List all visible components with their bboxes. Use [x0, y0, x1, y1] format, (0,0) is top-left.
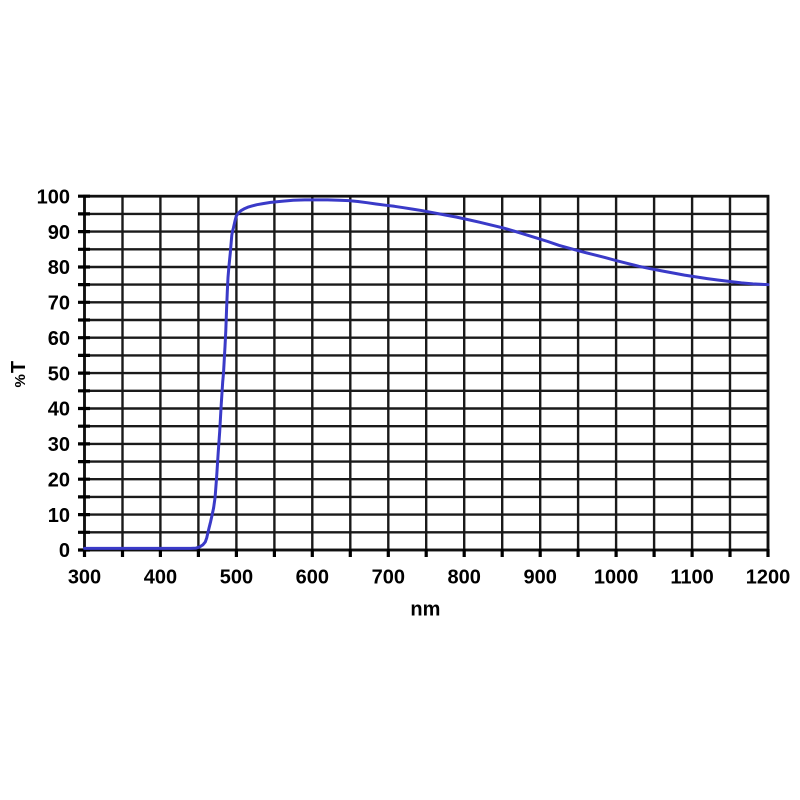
svg-text:500: 500	[220, 567, 253, 589]
svg-text:400: 400	[144, 567, 177, 589]
svg-text:20: 20	[48, 469, 70, 491]
svg-text:40: 40	[48, 399, 70, 421]
svg-text:%T: %T	[8, 361, 30, 388]
svg-text:70: 70	[48, 293, 70, 315]
svg-text:600: 600	[296, 567, 329, 589]
svg-text:1100: 1100	[670, 567, 713, 589]
svg-text:1000: 1000	[594, 567, 639, 589]
svg-text:10: 10	[48, 505, 70, 527]
svg-text:50: 50	[48, 363, 70, 385]
svg-text:700: 700	[372, 567, 405, 589]
svg-text:90: 90	[48, 222, 70, 244]
svg-text:60: 60	[48, 328, 70, 350]
svg-text:0: 0	[59, 540, 70, 562]
svg-text:80: 80	[48, 257, 70, 279]
svg-text:800: 800	[448, 567, 481, 589]
svg-text:900: 900	[524, 567, 557, 589]
svg-text:300: 300	[68, 567, 101, 589]
svg-text:100: 100	[37, 186, 70, 208]
svg-text:30: 30	[48, 434, 70, 456]
svg-text:1200: 1200	[746, 567, 791, 589]
svg-text:nm: nm	[410, 599, 440, 621]
